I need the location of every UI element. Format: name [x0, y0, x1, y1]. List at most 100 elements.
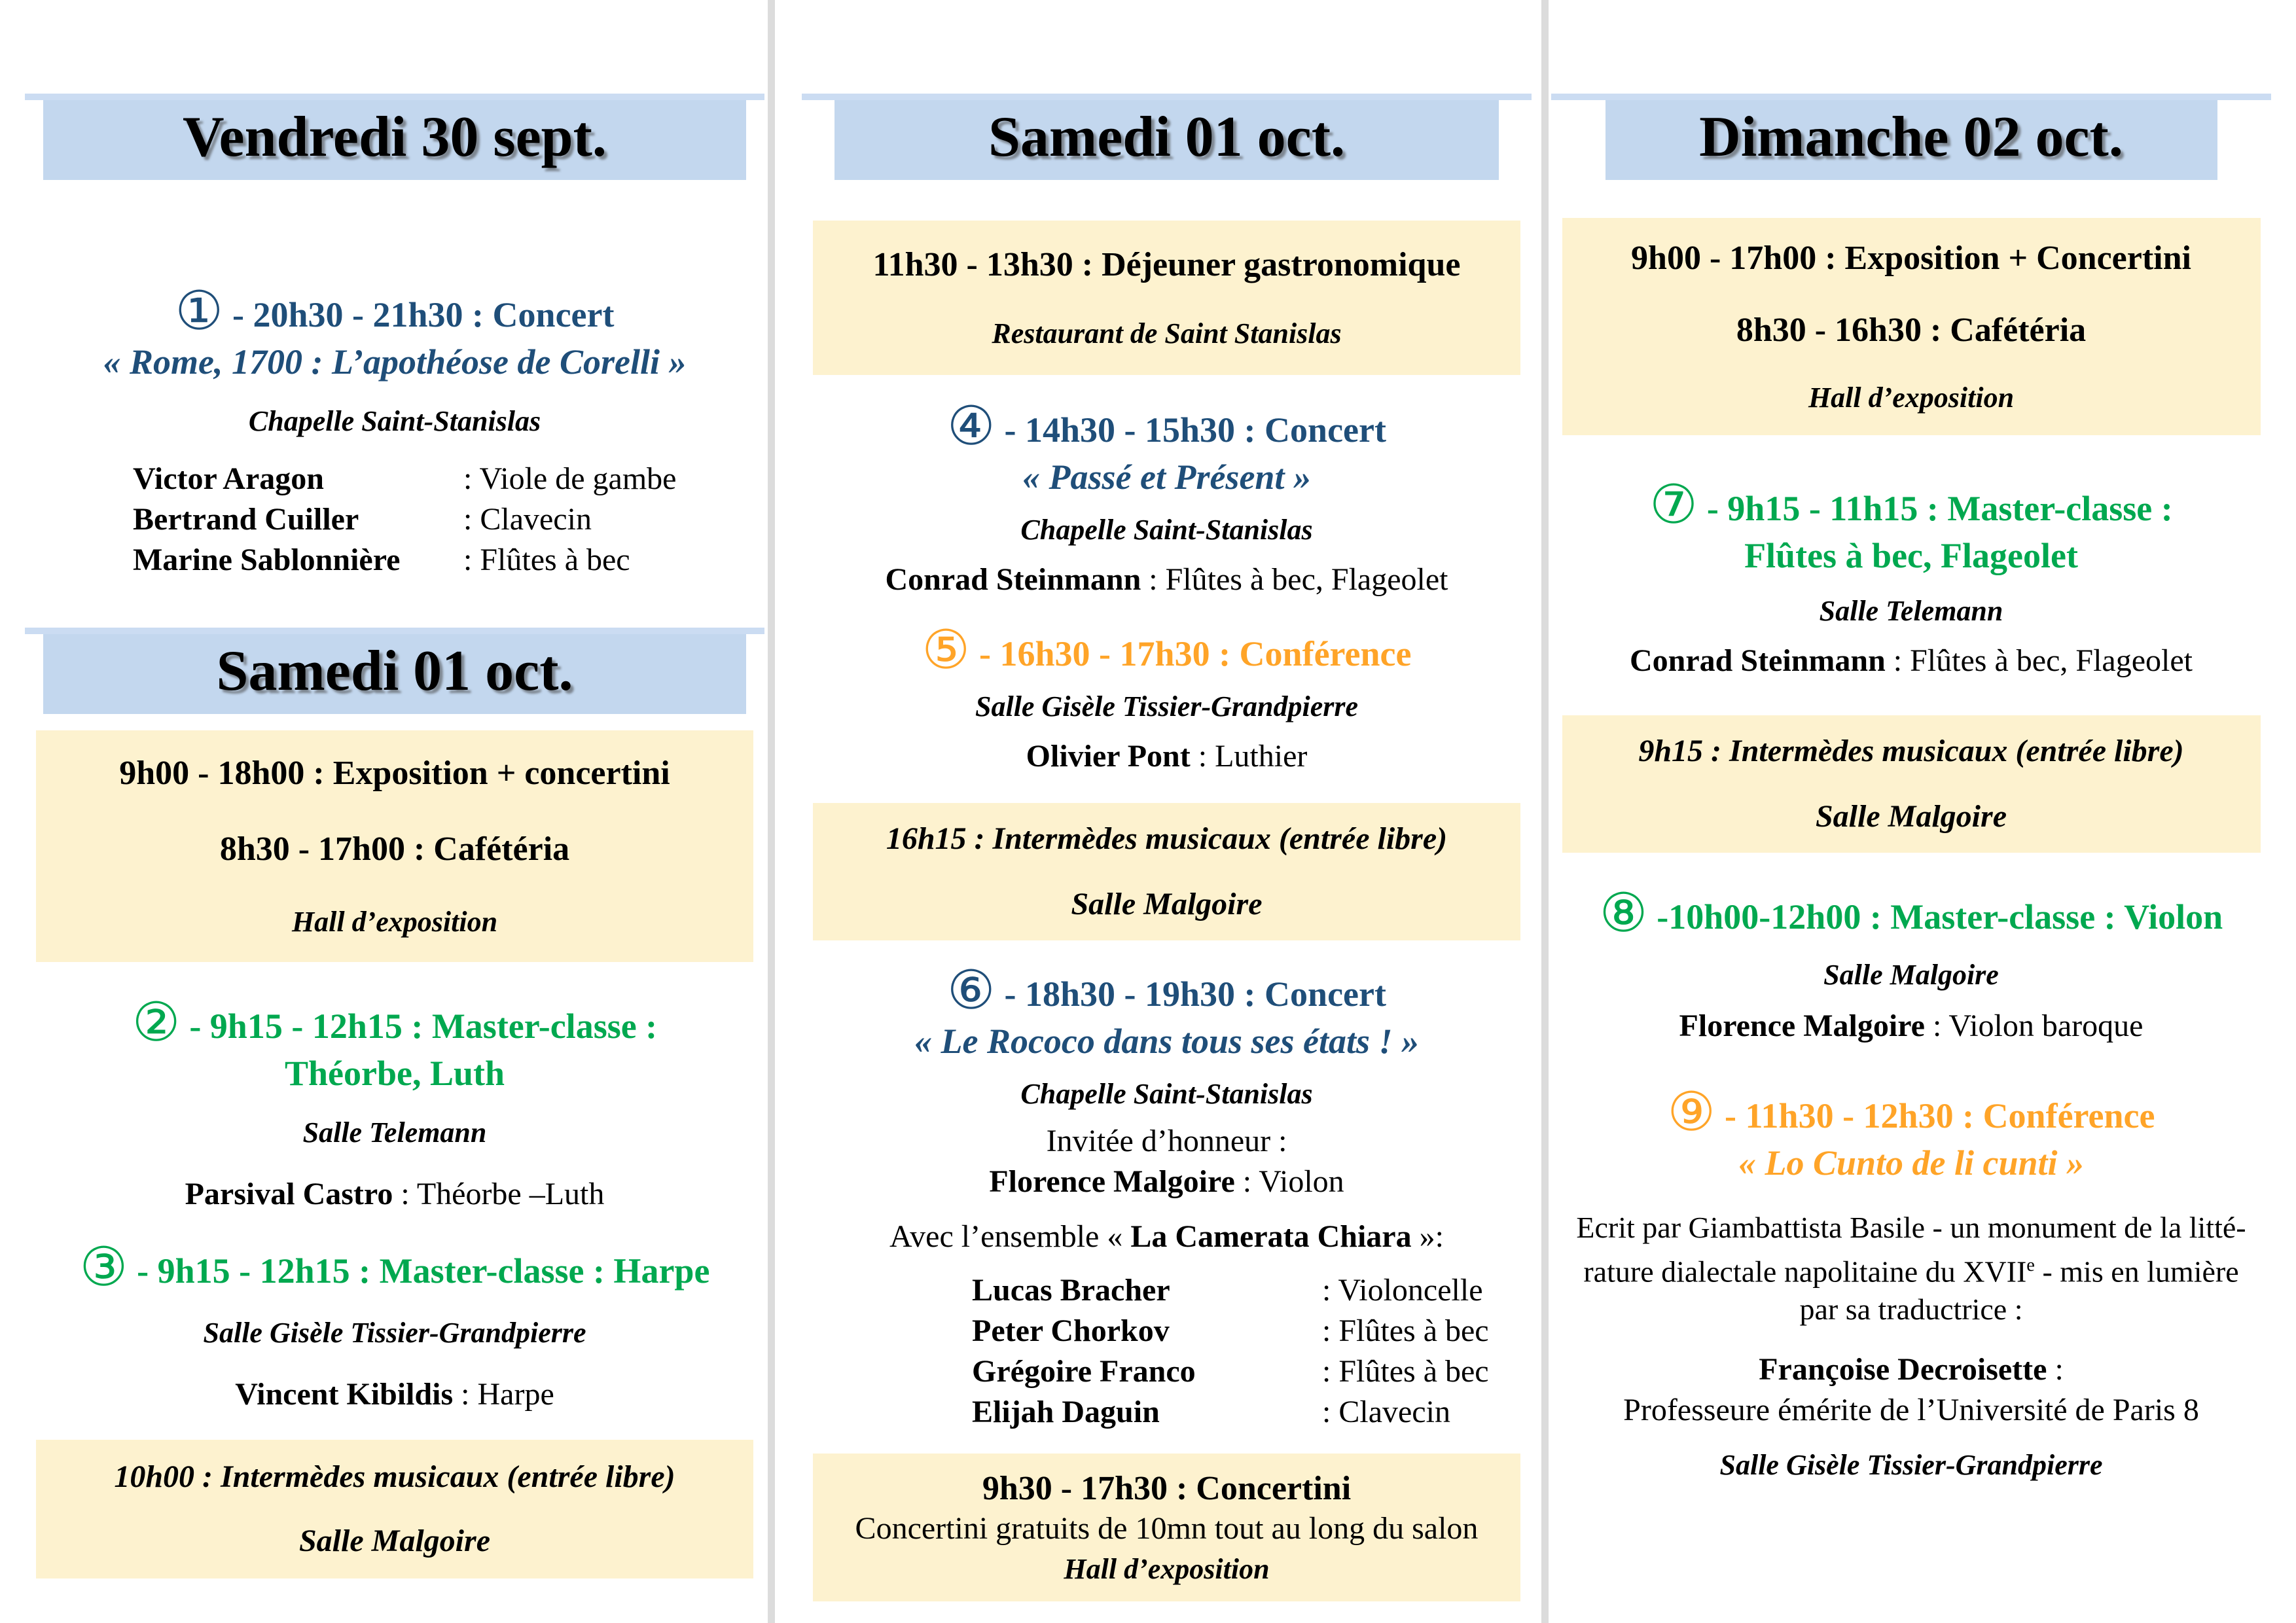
event-8-venue: Salle Malgoire	[1823, 959, 1999, 991]
person-role: : Violon baroque	[1924, 1008, 2144, 1043]
speaker-colon: :	[2047, 1352, 2064, 1387]
event-6-quote: « Le Rococo dans tous ses états ! »	[914, 1022, 1419, 1061]
column-divider-2	[1541, 0, 1549, 1623]
artist-name: Marine Sablonnière	[133, 543, 401, 577]
event-5-venue: Salle Gisèle Tissier-Grandpierre	[975, 690, 1358, 722]
event-3-title-line: ③- 9h15 - 12h15 : Master-classe : Harpe	[79, 1236, 710, 1298]
artist-name: Peter Chorkov	[972, 1313, 1170, 1348]
event-5-speaker: Olivier Pont : Luthier	[802, 736, 1532, 777]
person-name: Olivier Pont	[1026, 739, 1191, 774]
artist-name: Bertrand Cuiller	[133, 502, 359, 537]
intermede-box-saturday: 16h15 : Intermèdes musicaux (entrée libr…	[812, 803, 1521, 940]
description-line-3: par sa traductrice :	[1799, 1293, 2023, 1327]
day-header-box: Vendredi 30 sept.	[43, 100, 746, 180]
artist-row: Bertrand Cuiller : Clavecin	[133, 499, 764, 540]
person-name: Vincent Kibildis	[235, 1377, 454, 1412]
artist-instrument: : Flûtes à bec	[1322, 1313, 1489, 1348]
description-line-1: Ecrit par Giambattista Basile - un monum…	[1576, 1211, 2246, 1244]
day-header-bar	[1551, 94, 2271, 100]
event-5-title-line: ⑤- 16h30 - 17h30 : Conférence	[922, 619, 1412, 681]
conference-description: Ecrit par Giambattista Basile - un monum…	[1551, 1209, 2271, 1329]
person-role: : Flûtes à bec, Flageolet	[1885, 643, 2193, 678]
artist-instrument: : Viole de gambe	[463, 461, 677, 496]
artist-instrument: : Flûtes à bec	[1322, 1354, 1489, 1389]
artist-instrument: : Violoncelle	[1322, 1273, 1483, 1308]
event-2-teacher: Parsival Castro : Théorbe –Luth	[25, 1174, 764, 1215]
concertini-box: 9h30 - 17h30 : Concertini Concertini gra…	[812, 1454, 1521, 1601]
artist-row: Elijah Daguin : Clavecin	[972, 1392, 1532, 1433]
speaker-title: Professeure émérite de l’Université de P…	[1623, 1393, 2199, 1428]
event-3-teacher: Vincent Kibildis : Harpe	[25, 1374, 764, 1415]
person-name: Conrad Steinmann	[1630, 643, 1886, 678]
event-9-title: - 11h30 - 12h30 : Conférence	[1725, 1096, 2155, 1135]
description-line-2-text: rature dialectale napolitaine du XVII	[1583, 1255, 2027, 1289]
event-9-quote: « Lo Cunto de li cunti »	[1738, 1143, 2085, 1183]
ensemble-line: Avec l’ensemble « La Camerata Chiara »:	[802, 1217, 1532, 1257]
day-header-bar	[25, 94, 764, 100]
day-header-sunday: Dimanche 02 oct.	[1551, 94, 2271, 180]
person-name: Florence Malgoire	[989, 1164, 1235, 1199]
ensemble-suffix: »:	[1411, 1219, 1444, 1254]
concertini-line-1: 9h30 - 17h30 : Concertini	[982, 1470, 1352, 1507]
event-1-title-line: ①- 20h30 - 21h30 : Concert	[175, 280, 615, 342]
person-name: Florence Malgoire	[1679, 1008, 1925, 1043]
event-2-title-line: ②- 9h15 - 12h15 : Master-classe :	[132, 991, 658, 1054]
day-title: Samedi 01 oct.	[988, 105, 1346, 169]
event-2-title-line2: Théorbe, Luth	[284, 1054, 505, 1093]
artist-name: Victor Aragon	[133, 461, 324, 496]
intermede-box-sunday: 9h15 : Intermèdes musicaux (entrée libre…	[1562, 715, 2261, 853]
artist-row: Victor Aragon : Viole de gambe	[133, 459, 764, 499]
info-box-sunday: 9h00 - 17h00 : Exposition + Concertini 8…	[1562, 218, 2261, 435]
artist-row: Lucas Bracher : Violoncelle	[972, 1270, 1532, 1311]
column-friday: Vendredi 30 sept. ①- 20h30 - 21h30 : Con…	[25, 0, 764, 1623]
event-3-title: - 9h15 - 12h15 : Master-classe : Harpe	[137, 1251, 710, 1291]
artist-name: Lucas Bracher	[972, 1273, 1170, 1308]
day-header-box: Samedi 01 oct.	[834, 100, 1499, 180]
event-8-title: -10h00-12h00 : Master-classe : Violon	[1657, 897, 2223, 936]
day-header-bar	[25, 628, 764, 634]
intermede-venue: Salle Malgoire	[298, 1524, 490, 1558]
day-title: Dimanche 02 oct.	[1699, 105, 2123, 169]
person-role: : Violon	[1234, 1164, 1344, 1199]
event-9-title-line: ⑨- 11h30 - 12h30 : Conférence	[1667, 1081, 2155, 1143]
event-4-performer: Conrad Steinmann : Flûtes à bec, Flageol…	[802, 560, 1532, 600]
guest-line: Florence Malgoire : Violon	[802, 1162, 1532, 1202]
day-header-friday: Vendredi 30 sept.	[25, 94, 764, 180]
column-sunday: Dimanche 02 oct. 9h00 - 17h00 : Expositi…	[1551, 0, 2271, 1623]
info-venue: Hall d’exposition	[1808, 382, 2015, 414]
day-title: Vendredi 30 sept.	[183, 105, 607, 169]
column-divider-1	[768, 0, 775, 1623]
lunch-venue: Restaurant de Saint Stanislas	[992, 317, 1342, 349]
ensemble-name: La Camerata Chiara	[1130, 1219, 1412, 1254]
info-box-saturday: 9h00 - 18h00 : Exposition + concertini 8…	[35, 730, 754, 962]
event-1-quote: « Rome, 1700 : L’apothéose de Corelli »	[103, 342, 687, 382]
person-role: : Théorbe –Luth	[393, 1177, 605, 1211]
person-role: : Harpe	[453, 1377, 554, 1412]
intermede-venue: Salle Malgoire	[1815, 799, 2007, 834]
info-venue: Hall d’exposition	[291, 906, 498, 938]
superscript-e: e	[2026, 1255, 2035, 1275]
info-line-cafeteria: 8h30 - 17h00 : Cafétéria	[219, 830, 570, 868]
concertini-line-2: Concertini gratuits de 10mn tout au long…	[855, 1511, 1479, 1546]
guest-label: Invitée d’honneur :	[1046, 1124, 1287, 1158]
event-7-venue: Salle Telemann	[1819, 595, 2003, 627]
intermede-box-friday-col: 10h00 : Intermèdes musicaux (entrée libr…	[35, 1440, 754, 1578]
intermede-line: 9h15 : Intermèdes musicaux (entrée libre…	[1638, 734, 2184, 768]
event-6-title-line: ⑥- 18h30 - 19h30 : Concert	[947, 959, 1386, 1022]
event-1-artists: Victor Aragon : Viole de gambe Bertrand …	[133, 459, 764, 580]
intermede-venue: Salle Malgoire	[1071, 887, 1263, 921]
artist-row: Marine Sablonnière : Flûtes à bec	[133, 540, 764, 580]
event-8-teacher: Florence Malgoire : Violon baroque	[1551, 1006, 2271, 1046]
event-5-title: - 16h30 - 17h30 : Conférence	[979, 634, 1412, 673]
info-line-exposition: 9h00 - 17h00 : Exposition + Concertini	[1631, 240, 2191, 277]
event-2-title: - 9h15 - 12h15 : Master-classe :	[189, 1007, 658, 1046]
intermede-line: 16h15 : Intermèdes musicaux (entrée libr…	[886, 821, 1448, 856]
artist-row: Grégoire Franco : Flûtes à bec	[972, 1351, 1532, 1392]
artist-row: Peter Chorkov : Flûtes à bec	[972, 1311, 1532, 1351]
artist-instrument: : Clavecin	[463, 502, 592, 537]
person-name: Parsival Castro	[185, 1177, 393, 1211]
event-6-title: - 18h30 - 19h30 : Concert	[1004, 974, 1386, 1014]
lunch-box: 11h30 - 13h30 : Déjeuner gastronomique R…	[812, 221, 1521, 375]
intermede-line: 10h00 : Intermèdes musicaux (entrée libr…	[114, 1459, 675, 1494]
